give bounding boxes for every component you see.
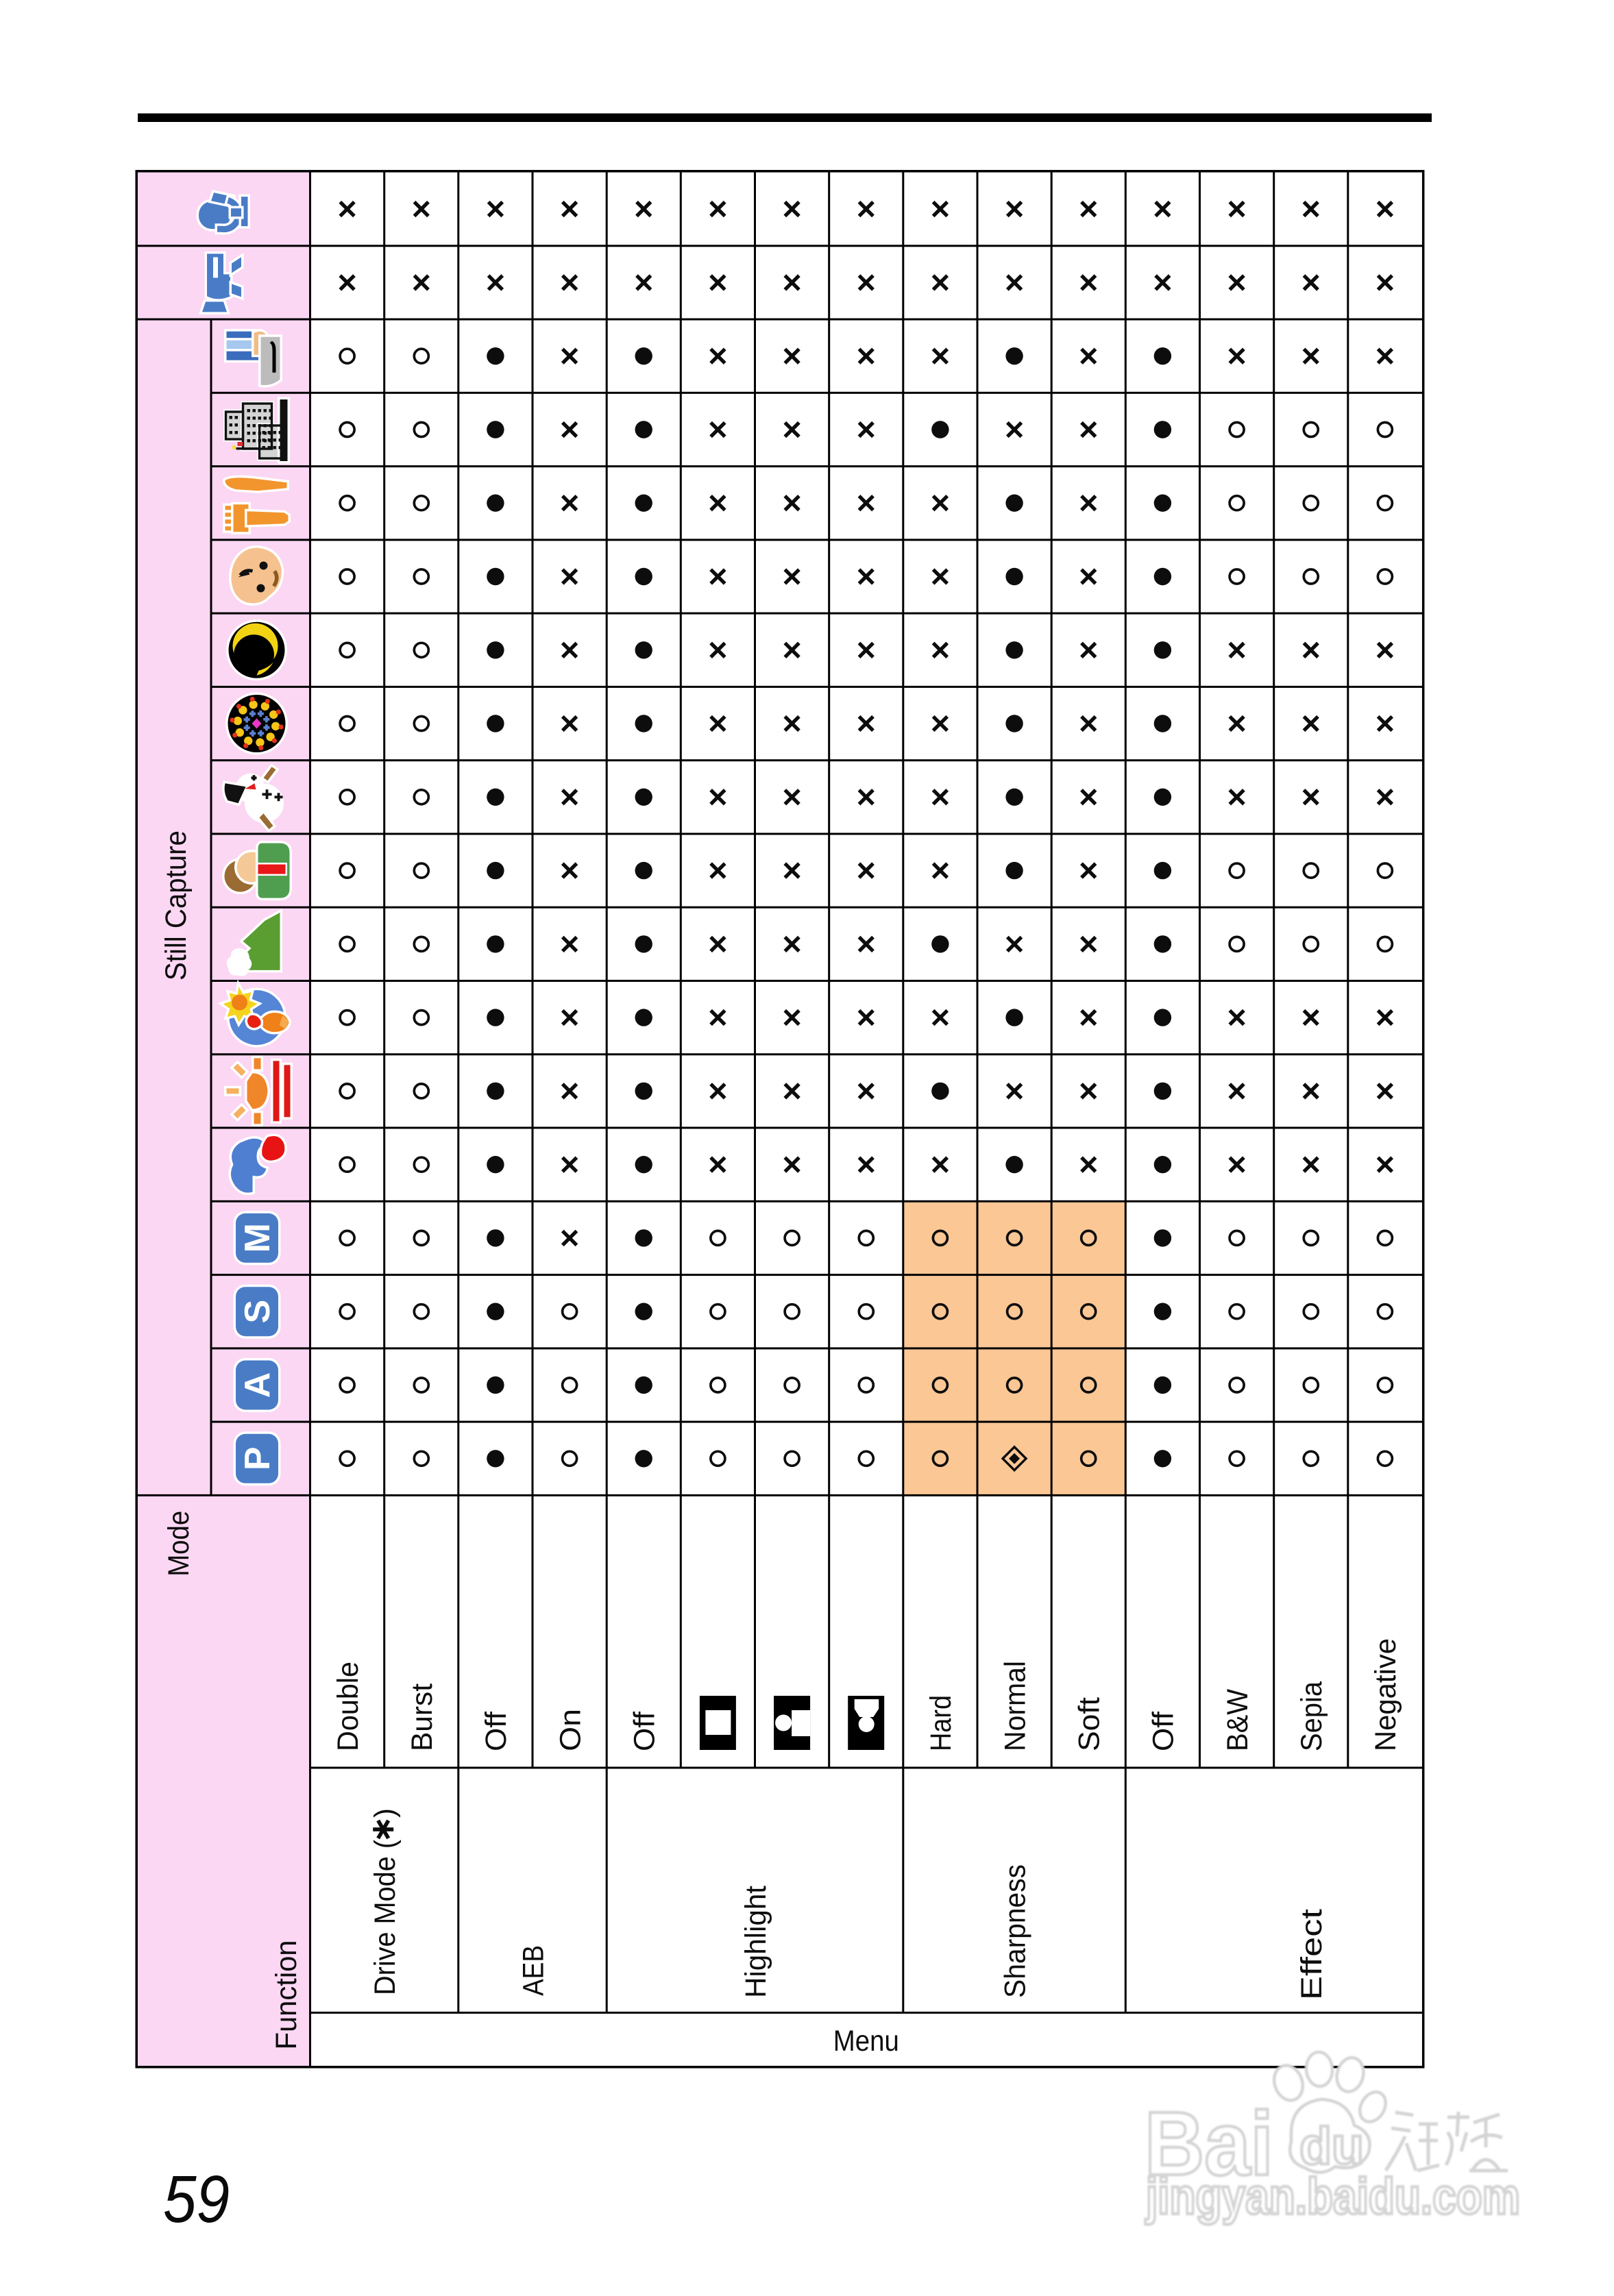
svg-text:Off: Off bbox=[628, 1711, 661, 1751]
svg-text:AEB: AEB bbox=[517, 1945, 550, 1996]
svg-text:S: S bbox=[238, 1300, 278, 1324]
svg-text:Function: Function bbox=[270, 1940, 303, 2050]
svg-text:Off: Off bbox=[480, 1711, 513, 1751]
svg-text:A: A bbox=[238, 1372, 278, 1398]
svg-text:M: M bbox=[238, 1223, 278, 1252]
svg-text:59: 59 bbox=[163, 2162, 230, 2236]
svg-text:Still Capture: Still Capture bbox=[160, 830, 193, 980]
svg-text:Soft: Soft bbox=[1073, 1697, 1106, 1751]
svg-text:Sharpness: Sharpness bbox=[999, 1864, 1031, 1998]
svg-text:Drive Mode (: Drive Mode ( bbox=[369, 1839, 402, 1995]
svg-text:Normal: Normal bbox=[999, 1661, 1031, 1751]
svg-text:Hard: Hard bbox=[925, 1695, 957, 1751]
svg-text:Burst: Burst bbox=[406, 1683, 439, 1751]
svg-text:B&W: B&W bbox=[1221, 1689, 1254, 1751]
svg-text:Mode: Mode bbox=[162, 1511, 195, 1577]
svg-text:Effect: Effect bbox=[1295, 1909, 1328, 2000]
svg-text:Double: Double bbox=[332, 1662, 365, 1751]
svg-text:Menu: Menu bbox=[833, 2025, 899, 2058]
svg-text:P: P bbox=[238, 1446, 278, 1470]
svg-text:Highlight: Highlight bbox=[739, 1886, 772, 1998]
svg-text:du: du bbox=[1299, 2117, 1364, 2175]
svg-text:On: On bbox=[554, 1709, 587, 1751]
svg-text:): ) bbox=[369, 1808, 401, 1818]
svg-text:Negative: Negative bbox=[1369, 1638, 1402, 1751]
svg-text:jingyan.baidu.com: jingyan.baidu.com bbox=[1145, 2168, 1520, 2225]
svg-text:Sepia: Sepia bbox=[1295, 1681, 1328, 1751]
svg-text:Bai: Bai bbox=[1145, 2093, 1273, 2194]
svg-text:Off: Off bbox=[1147, 1711, 1180, 1751]
